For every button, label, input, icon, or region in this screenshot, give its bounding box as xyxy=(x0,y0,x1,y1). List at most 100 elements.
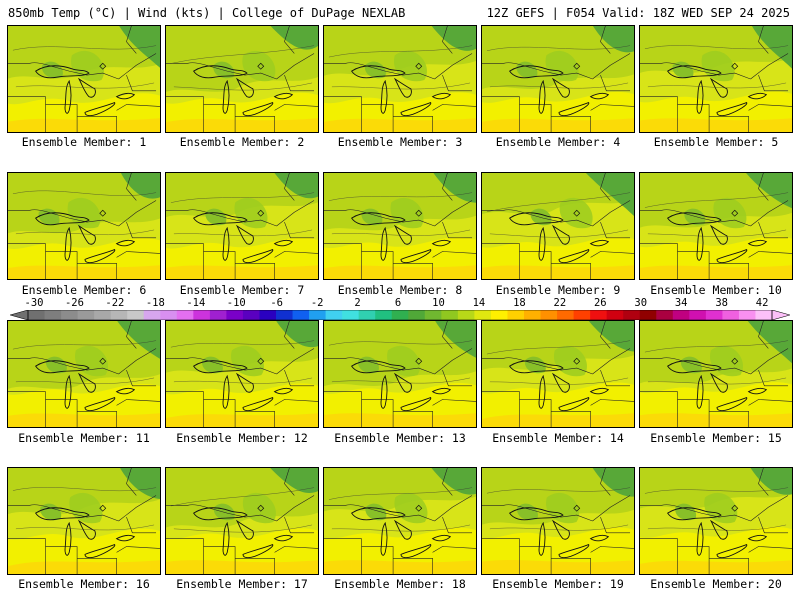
ensemble-member-label: Ensemble Member: 3 xyxy=(337,135,463,149)
ensemble-member-label: Ensemble Member: 17 xyxy=(176,577,308,591)
colorbar-tick-label: 18 xyxy=(513,297,526,309)
ensemble-member-label: Ensemble Member: 15 xyxy=(650,431,782,445)
ensemble-member-map xyxy=(481,467,635,575)
colorbar-tick-label: -30 xyxy=(24,297,44,309)
colorbar-segment xyxy=(656,310,674,320)
ensemble-member-map xyxy=(7,25,161,133)
colorbar-tick-label: 6 xyxy=(394,297,402,309)
ensemble-member-label: Ensemble Member: 16 xyxy=(18,577,150,591)
colorbar-segment xyxy=(276,310,294,320)
ensemble-member-label: Ensemble Member: 10 xyxy=(650,283,782,297)
ensemble-member-label: Ensemble Member: 13 xyxy=(334,431,466,445)
ensemble-member-label: Ensemble Member: 4 xyxy=(495,135,621,149)
colorbar-tick-label: 22 xyxy=(553,297,567,309)
ensemble-member-label: Ensemble Member: 9 xyxy=(495,283,621,297)
colorbar-segment xyxy=(193,310,211,320)
colorbar-segment xyxy=(639,310,657,320)
ensemble-member-map xyxy=(481,172,635,280)
ensemble-member-label: Ensemble Member: 7 xyxy=(179,283,305,297)
colorbar-segment xyxy=(457,310,475,320)
colorbar-segment xyxy=(358,310,376,320)
colorbar-tick-label: -2 xyxy=(310,297,324,309)
colorbar-frame xyxy=(27,310,773,320)
colorbar-segment xyxy=(242,310,260,320)
colorbar-segment xyxy=(61,310,79,320)
colorbar-tick-label: 38 xyxy=(715,297,728,309)
colorbar-segment xyxy=(623,310,641,320)
ensemble-member-map xyxy=(639,467,793,575)
colorbar-segment xyxy=(292,310,310,320)
colorbar-segment xyxy=(309,310,327,320)
colorbar-segment xyxy=(408,310,426,320)
colorbar-tick-label: -22 xyxy=(105,297,125,309)
colorbar-segment xyxy=(540,310,558,320)
colorbar-segment xyxy=(755,310,773,320)
ensemble-member-map xyxy=(481,320,635,428)
colorbar-segment xyxy=(209,310,227,320)
ensemble-member-map xyxy=(639,25,793,133)
ensemble-member-map xyxy=(639,172,793,280)
colorbar-segment xyxy=(672,310,690,320)
ensemble-member-map xyxy=(639,320,793,428)
colorbar-segment xyxy=(77,310,95,320)
ensemble-member-map xyxy=(323,172,477,280)
chart-title: 850mb Temp (°C) | Wind (kts) | College o… xyxy=(8,6,406,20)
colorbar-tick-label: 10 xyxy=(432,297,445,309)
colorbar-tick-label: -26 xyxy=(64,297,84,309)
colorbar-segment xyxy=(28,310,46,320)
colorbar-segment xyxy=(507,310,525,320)
colorbar-tick-label: -18 xyxy=(145,297,165,309)
ensemble-member-label: Ensemble Member: 1 xyxy=(21,135,147,149)
colorbar-max-arrow xyxy=(771,310,790,320)
ensemble-member-map xyxy=(165,172,319,280)
colorbar-segment xyxy=(391,310,409,320)
colorbar-segment xyxy=(705,310,723,320)
colorbar-segment xyxy=(490,310,508,320)
colorbar-segment xyxy=(524,310,542,320)
ensemble-member-map xyxy=(165,467,319,575)
colorbar-segment xyxy=(441,310,459,320)
colorbar-segment xyxy=(474,310,492,320)
colorbar-tick-label: 2 xyxy=(354,297,361,309)
ensemble-member-label: Ensemble Member: 11 xyxy=(18,431,150,445)
colorbar-tick-label: -10 xyxy=(226,297,246,309)
colorbar-tick-label: 26 xyxy=(593,297,607,309)
colorbar-tick-label: -14 xyxy=(186,297,206,309)
colorbar-segment xyxy=(342,310,360,320)
colorbar-segment xyxy=(606,310,624,320)
colorbar-segment xyxy=(44,310,62,320)
colorbar-segment xyxy=(722,310,740,320)
colorbar-segment xyxy=(557,310,575,320)
colorbar-tick-label: 14 xyxy=(472,297,486,309)
colorbar-segment xyxy=(127,310,145,320)
colorbar-segment xyxy=(160,310,178,320)
ensemble-member-map xyxy=(165,320,319,428)
colorbar-segment xyxy=(573,310,591,320)
colorbar-segment xyxy=(143,310,161,320)
colorbar-segment xyxy=(226,310,244,320)
ensemble-member-label: Ensemble Member: 6 xyxy=(21,283,147,297)
ensemble-member-label: Ensemble Member: 19 xyxy=(492,577,624,591)
ensemble-member-map xyxy=(323,467,477,575)
run-info: 12Z GEFS | F054 Valid: 18Z WED SEP 24 20… xyxy=(486,6,790,20)
colorbar-segment xyxy=(424,310,442,320)
ensemble-member-label: Ensemble Member: 18 xyxy=(334,577,466,591)
colorbar-segment xyxy=(689,310,707,320)
colorbar-min-arrow xyxy=(10,310,29,320)
ensemble-member-label: Ensemble Member: 2 xyxy=(179,135,305,149)
ensemble-member-map xyxy=(7,172,161,280)
ensemble-member-label: Ensemble Member: 8 xyxy=(337,283,463,297)
colorbar-tick-label: 42 xyxy=(755,297,769,309)
ensemble-member-map xyxy=(481,25,635,133)
colorbar-segment xyxy=(375,310,393,320)
ensemble-member-label: Ensemble Member: 14 xyxy=(492,431,624,445)
temperature-colorbar xyxy=(10,310,790,320)
ensemble-member-map xyxy=(7,320,161,428)
colorbar-segment xyxy=(590,310,608,320)
ensemble-member-map xyxy=(165,25,319,133)
ensemble-member-map xyxy=(7,467,161,575)
colorbar-segment xyxy=(738,310,756,320)
colorbar-segment xyxy=(176,310,194,320)
ensemble-member-map xyxy=(323,320,477,428)
colorbar-segment xyxy=(110,310,128,320)
